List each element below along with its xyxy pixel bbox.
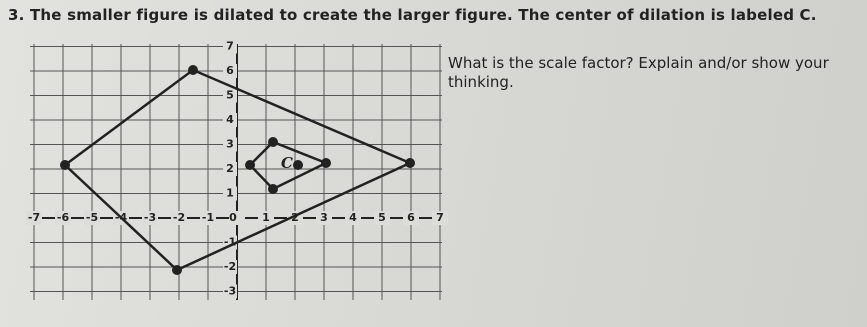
x-axis-label: 3: [320, 211, 328, 224]
label-bg: [223, 64, 237, 78]
y-axis-label: 2: [226, 162, 234, 175]
label-bg: [223, 39, 237, 54]
label-bg: [258, 211, 274, 225]
label-bg: [403, 211, 419, 225]
label-bg: [142, 211, 158, 225]
label-bg: [55, 211, 71, 225]
x-axis-label: 2: [291, 211, 299, 224]
y-axis-label: 5: [226, 89, 234, 102]
x-axis-label: 0: [229, 211, 237, 224]
label-bg: [223, 113, 237, 127]
vertex: [188, 65, 198, 75]
y-axis-label: 1: [226, 187, 234, 200]
x-axis-label: -7: [28, 211, 40, 224]
y-axis-label: 7: [226, 40, 234, 53]
x-axis-label: -1: [202, 211, 214, 224]
center-point: [293, 160, 303, 170]
prompt: What is the scale factor? Explain and/or…: [448, 54, 829, 91]
y-axis-label: 6: [226, 64, 234, 77]
x-axis-label: -6: [57, 211, 70, 224]
grid: [30, 44, 442, 300]
label-bg: [316, 211, 332, 225]
label-bg: [229, 211, 245, 225]
label-bg: [84, 211, 100, 225]
label-bg: [223, 284, 237, 299]
x-axis-label: 6: [407, 211, 415, 224]
y-axis-label: -3: [224, 285, 236, 298]
question: 3. The smaller figure is dilated to crea…: [8, 6, 817, 24]
label-bg: [200, 211, 216, 225]
x-axis-label: -2: [173, 211, 185, 224]
label-bg: [223, 186, 237, 201]
label-bg: [171, 211, 187, 225]
x-axis-label: 1: [262, 211, 270, 224]
x-axis-label: -3: [144, 211, 156, 224]
y-axis-label: 4: [226, 113, 234, 126]
vertex: [60, 160, 70, 170]
vertex: [268, 184, 278, 194]
vertex: [268, 137, 278, 147]
label-bg: [223, 162, 237, 176]
vertex: [321, 158, 331, 168]
x-axis-label: 7: [436, 211, 444, 224]
x-axis-label: -5: [86, 211, 98, 224]
vertex: [405, 158, 415, 168]
x-axis-label: 4: [349, 211, 357, 224]
label-bg: [345, 211, 361, 225]
figures: C: [60, 65, 415, 275]
label-bg: [374, 211, 390, 225]
label-bg: [26, 211, 42, 225]
x-axis-label: 5: [378, 211, 386, 224]
label-bg: [223, 88, 237, 103]
vertex: [245, 160, 255, 170]
center-label: C: [281, 154, 293, 172]
label-bg: [223, 137, 237, 152]
label-bg: [432, 211, 448, 225]
label-bg: [223, 260, 237, 274]
y-axis-label: 3: [226, 138, 234, 151]
vertex: [172, 265, 182, 275]
y-axis-label: -2: [224, 260, 236, 273]
